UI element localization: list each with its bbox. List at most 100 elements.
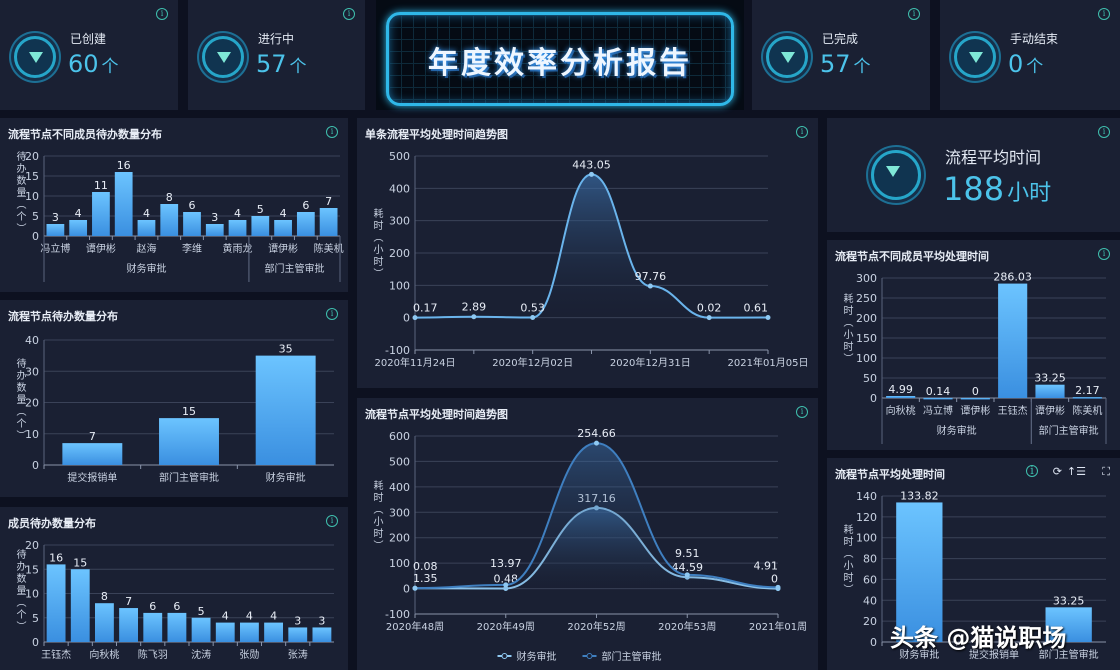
bar bbox=[239, 622, 259, 642]
data-point bbox=[647, 283, 653, 289]
chart-node-todo: 流程节点待办数量分布 i 待办数量（个） 0 10 20 30 40 7 提交报销单 15 部门主管审… bbox=[0, 300, 348, 497]
chart-canvas: -100 0 100 200 300 400 500 2020年11月24日 2020年12月0… bbox=[375, 150, 809, 369]
chart-title: 流程节点不同成员平均处理时间 bbox=[835, 250, 989, 263]
info-icon[interactable]: i bbox=[156, 8, 168, 20]
fullscreen-icon[interactable]: ⛶ bbox=[1102, 465, 1110, 478]
x-tick-label: 李维 bbox=[182, 242, 202, 255]
data-label: 9.51 bbox=[675, 547, 700, 560]
x-tick-label: 向秋桃 bbox=[886, 404, 916, 417]
x-tick-label: 沈涛 bbox=[191, 648, 211, 661]
data-point bbox=[589, 171, 594, 177]
x-tick-label: 财务审批 bbox=[899, 648, 939, 661]
info-icon[interactable]: i bbox=[343, 8, 355, 20]
bar bbox=[205, 224, 224, 236]
x-tick-label: 谭伊彬 bbox=[960, 404, 990, 417]
y-tick-label: 10 bbox=[25, 428, 39, 441]
diamond-icon bbox=[871, 150, 921, 200]
bar-value-label: 16 bbox=[117, 159, 131, 172]
info-icon[interactable]: i bbox=[908, 8, 920, 20]
sort-icon[interactable]: ↑☰ bbox=[1066, 465, 1086, 478]
bar-value-label: 5 bbox=[198, 605, 205, 618]
y-tick-label: 20 bbox=[25, 539, 39, 552]
x-tick-label: 谭伊彬 bbox=[268, 242, 298, 255]
bar bbox=[288, 627, 308, 642]
chart-title: 成员待办数量分布 bbox=[8, 517, 96, 530]
bar-value-label: 4 bbox=[270, 610, 277, 623]
y-tick-label: 500 bbox=[389, 455, 410, 468]
bar-value-label: 6 bbox=[189, 199, 196, 212]
diamond-icon bbox=[14, 36, 56, 78]
chart-title: 流程节点不同成员待办数量分布 bbox=[8, 128, 162, 141]
y-tick-label: 600 bbox=[389, 430, 410, 443]
bar bbox=[296, 212, 315, 236]
y-tick-label: 400 bbox=[389, 182, 410, 195]
x-tick-label: 提交报销单 bbox=[969, 648, 1019, 661]
stat-label: 已完成 bbox=[822, 32, 859, 46]
x-tick-label: 陈飞羽 bbox=[138, 648, 168, 661]
info-icon[interactable]: i bbox=[1098, 248, 1110, 260]
y-tick-label: 200 bbox=[389, 247, 410, 260]
bar bbox=[1072, 397, 1102, 399]
y-tick-label: 100 bbox=[389, 279, 410, 292]
y-tick-label: 100 bbox=[856, 352, 877, 365]
chart-canvas: 0 5 10 15 20 16 王钰杰 15 8 向秋桃 7 6 陈飞羽 6 5 沈涛 4 4 张勋 4 3 张涛 3 bbox=[25, 539, 334, 661]
x-tick-label: 2020年52周 bbox=[567, 620, 625, 633]
info-icon[interactable]: i bbox=[1098, 8, 1110, 20]
bar-value-label: 16 bbox=[49, 551, 63, 564]
bar-value-label: 7 bbox=[325, 195, 332, 208]
info-icon[interactable]: i bbox=[326, 308, 338, 320]
x-tick-label: 2020年11月24日 bbox=[375, 356, 456, 369]
bar-value-label: 35 bbox=[279, 343, 293, 356]
stat-value: 57 个 bbox=[820, 50, 871, 78]
bar bbox=[94, 603, 114, 642]
bar bbox=[886, 396, 916, 398]
series-area bbox=[415, 174, 768, 318]
bar-value-label: 6 bbox=[173, 600, 180, 613]
y-axis-label: 待办数量（个） bbox=[14, 357, 25, 442]
bar-value-label: 33.25 bbox=[1034, 372, 1066, 385]
y-tick-label: 40 bbox=[25, 334, 39, 347]
watermark: 头条 @猫说职场 bbox=[890, 624, 1067, 652]
group-label: 部门主管审批 bbox=[264, 262, 324, 275]
data-point bbox=[412, 315, 418, 321]
bar bbox=[160, 204, 179, 236]
bar-value-label: 133.82 bbox=[900, 489, 939, 502]
y-tick-label: 0 bbox=[403, 312, 410, 325]
bar bbox=[1035, 384, 1065, 398]
y-tick-label: 250 bbox=[856, 292, 877, 305]
avg-time-label: 流程平均时间 bbox=[945, 148, 1042, 167]
y-axis-label: 耗时（小时） bbox=[841, 524, 852, 596]
bar-value-label: 4 bbox=[75, 207, 82, 220]
y-tick-label: -100 bbox=[385, 344, 410, 357]
bar bbox=[228, 220, 247, 236]
bar-value-label: 3 bbox=[318, 614, 325, 627]
info-icon[interactable]: i bbox=[326, 515, 338, 527]
info-icon[interactable]: i bbox=[796, 126, 808, 138]
data-point bbox=[503, 582, 509, 588]
info-icon[interactable]: i bbox=[326, 126, 338, 138]
info-icon[interactable]: i bbox=[1026, 465, 1038, 477]
bar-value-label: 4 bbox=[234, 207, 241, 220]
y-tick-label: 15 bbox=[25, 170, 39, 183]
chart-node-avg-time: 流程节点平均处理时间 i ⟳ ↑☰ ⛶ 耗时（小时） 0 20 40 60 80 100 120 140 1… bbox=[827, 458, 1120, 670]
data-point bbox=[765, 314, 771, 320]
x-tick-label: 王钰杰 bbox=[41, 649, 71, 661]
chart-title: 流程节点平均处理时间 bbox=[835, 468, 945, 481]
bar-value-label: 15 bbox=[73, 556, 87, 569]
info-icon[interactable]: i bbox=[796, 406, 808, 418]
stat-label: 已创建 bbox=[70, 32, 107, 46]
refresh-icon[interactable]: ⟳ bbox=[1052, 465, 1062, 478]
data-point bbox=[594, 440, 599, 446]
bar bbox=[70, 569, 90, 642]
info-icon[interactable]: i bbox=[1098, 126, 1110, 138]
bar bbox=[62, 443, 123, 465]
y-tick-label: 100 bbox=[856, 532, 877, 545]
group-label: 部门主管审批 bbox=[1039, 424, 1099, 437]
stat-card-completed: 已完成 57 个 i bbox=[752, 0, 930, 110]
x-tick-label: 2020年53周 bbox=[658, 620, 716, 633]
data-label: 443.05 bbox=[572, 158, 611, 171]
y-tick-label: 60 bbox=[863, 573, 877, 586]
legend-marker bbox=[586, 653, 593, 659]
y-tick-label: 0 bbox=[403, 583, 410, 596]
